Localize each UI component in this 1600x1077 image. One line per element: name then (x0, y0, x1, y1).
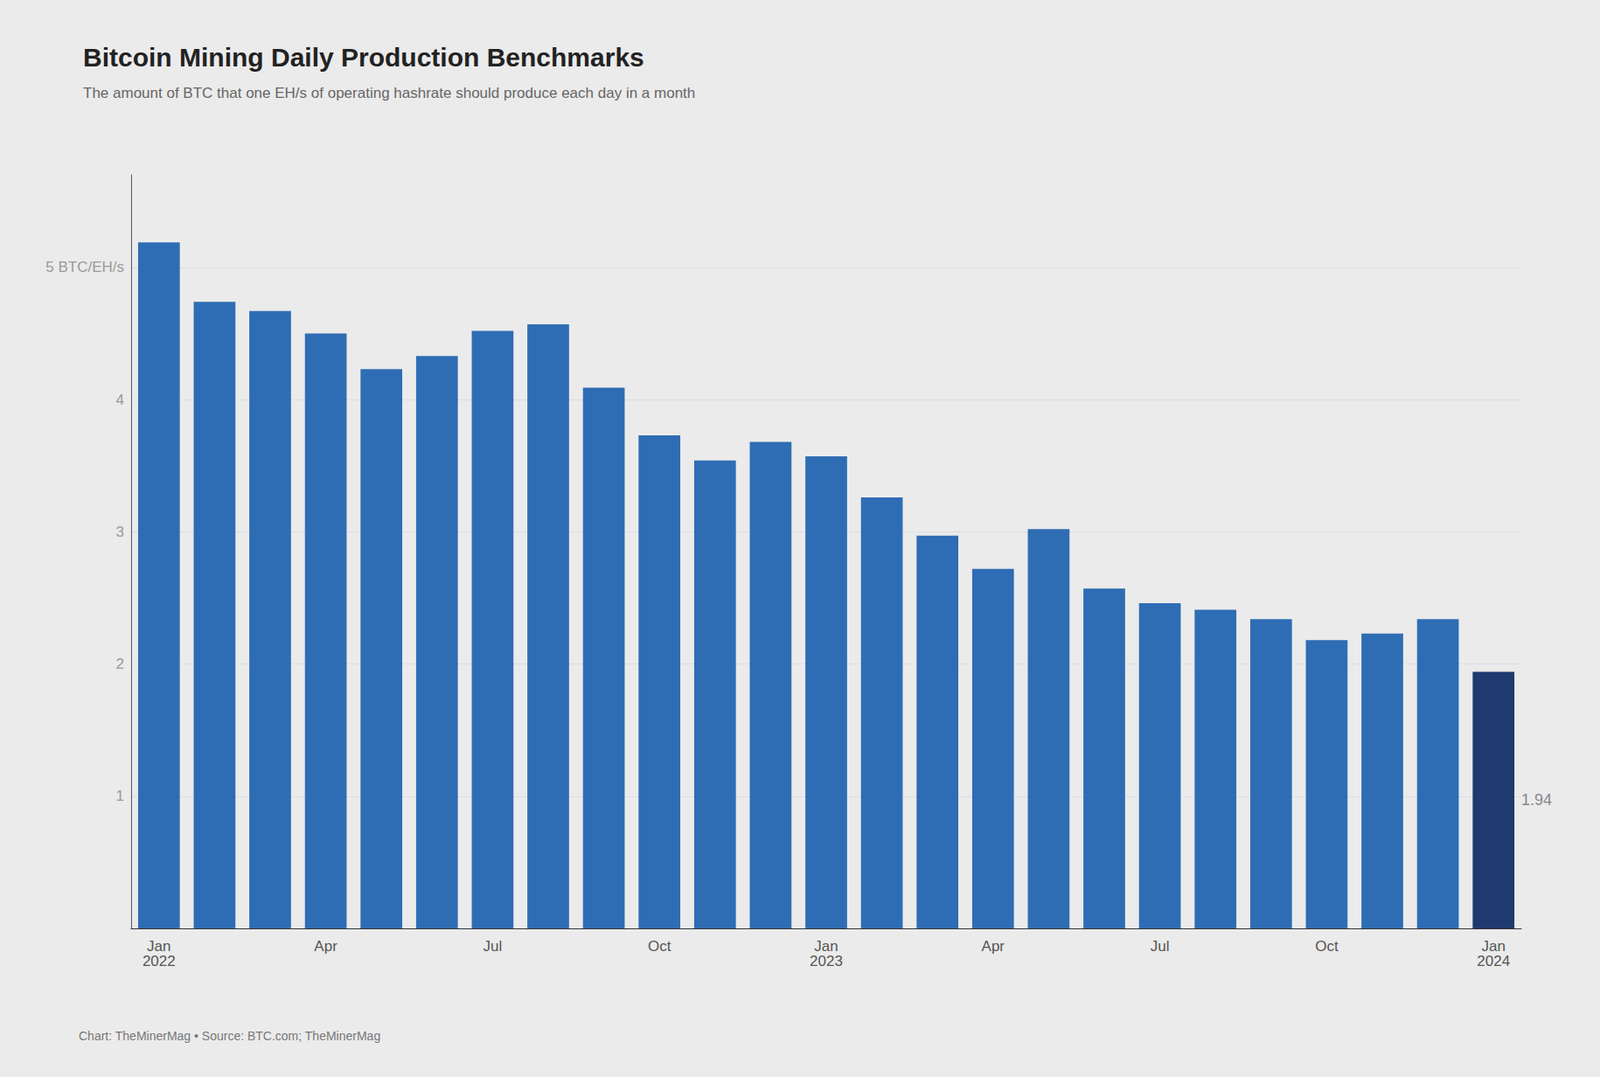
svg-text:Oct: Oct (1314, 938, 1339, 955)
svg-text:2023: 2023 (809, 953, 843, 970)
svg-text:Jul: Jul (1150, 938, 1170, 955)
svg-text:2024: 2024 (1476, 953, 1510, 970)
svg-text:1.94: 1.94 (1521, 791, 1552, 809)
svg-text:2: 2 (116, 655, 125, 673)
svg-text:Jul: Jul (483, 938, 503, 955)
svg-text:Jan: Jan (814, 938, 839, 955)
svg-text:Jan: Jan (1481, 938, 1506, 955)
svg-text:Jan: Jan (146, 938, 171, 955)
svg-text:1: 1 (116, 787, 125, 805)
svg-text:4: 4 (116, 391, 125, 409)
svg-text:The amount of BTC that one EH/: The amount of BTC that one EH/s of opera… (83, 84, 696, 102)
svg-text:Oct: Oct (647, 938, 672, 955)
svg-text:Apr: Apr (981, 938, 1006, 955)
svg-text:3: 3 (116, 523, 125, 541)
svg-text:Chart: TheMinerMag • Source: B: Chart: TheMinerMag • Source: BTC.com; Th… (78, 1029, 381, 1044)
svg-text:Bitcoin Mining Daily Productio: Bitcoin Mining Daily Production Benchmar… (83, 42, 645, 72)
svg-text:5 BTC/EH/s: 5 BTC/EH/s (45, 258, 125, 276)
svg-text:Apr: Apr (313, 938, 338, 955)
svg-text:2022: 2022 (142, 953, 176, 970)
